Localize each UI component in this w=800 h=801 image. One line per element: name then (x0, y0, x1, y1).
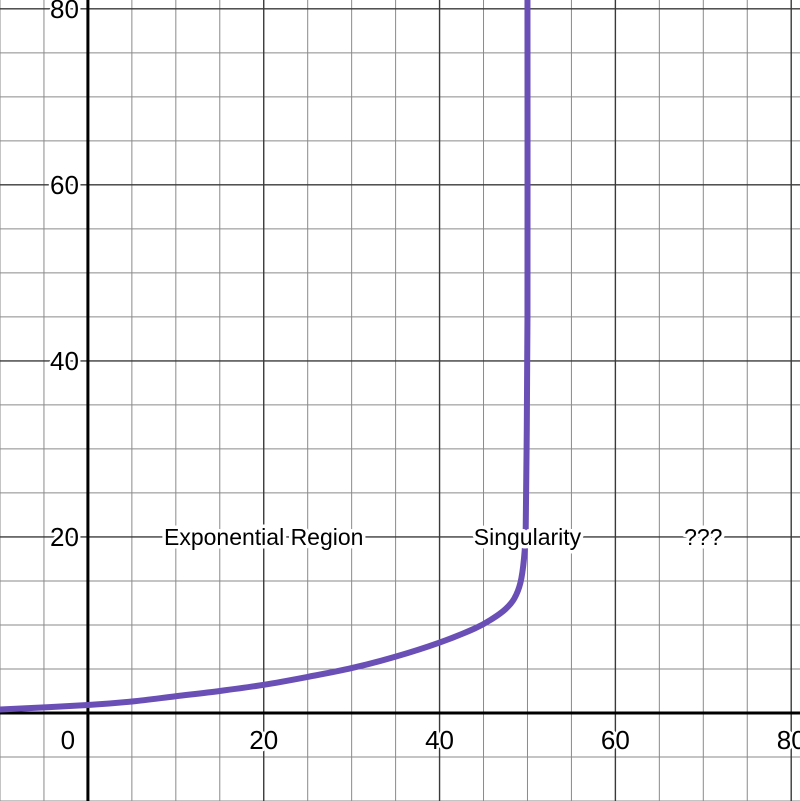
y-tick-label: 80 (50, 0, 79, 24)
x-tick-label: 0 (61, 725, 75, 755)
y-tick-label: 60 (50, 170, 79, 200)
y-tick-label: 20 (50, 522, 79, 552)
curve-layer (0, 0, 531, 713)
x-tick-label: 60 (601, 725, 630, 755)
annotation-label: ??? (684, 524, 722, 550)
tick-label-layer: 0 20 40 60 80 20 40 60 80 (47, 0, 800, 757)
y-tick-label: 40 (50, 346, 79, 376)
annotation-layer: Exponential Region Singularity??? (160, 520, 725, 553)
x-tick-label: 80 (777, 725, 800, 755)
x-tick-label: 20 (249, 725, 278, 755)
x-tick-label: 40 (425, 725, 454, 755)
annotation-label: Exponential Region (164, 524, 363, 550)
series-line (0, 0, 531, 713)
annotation-label: Singularity (474, 524, 582, 550)
